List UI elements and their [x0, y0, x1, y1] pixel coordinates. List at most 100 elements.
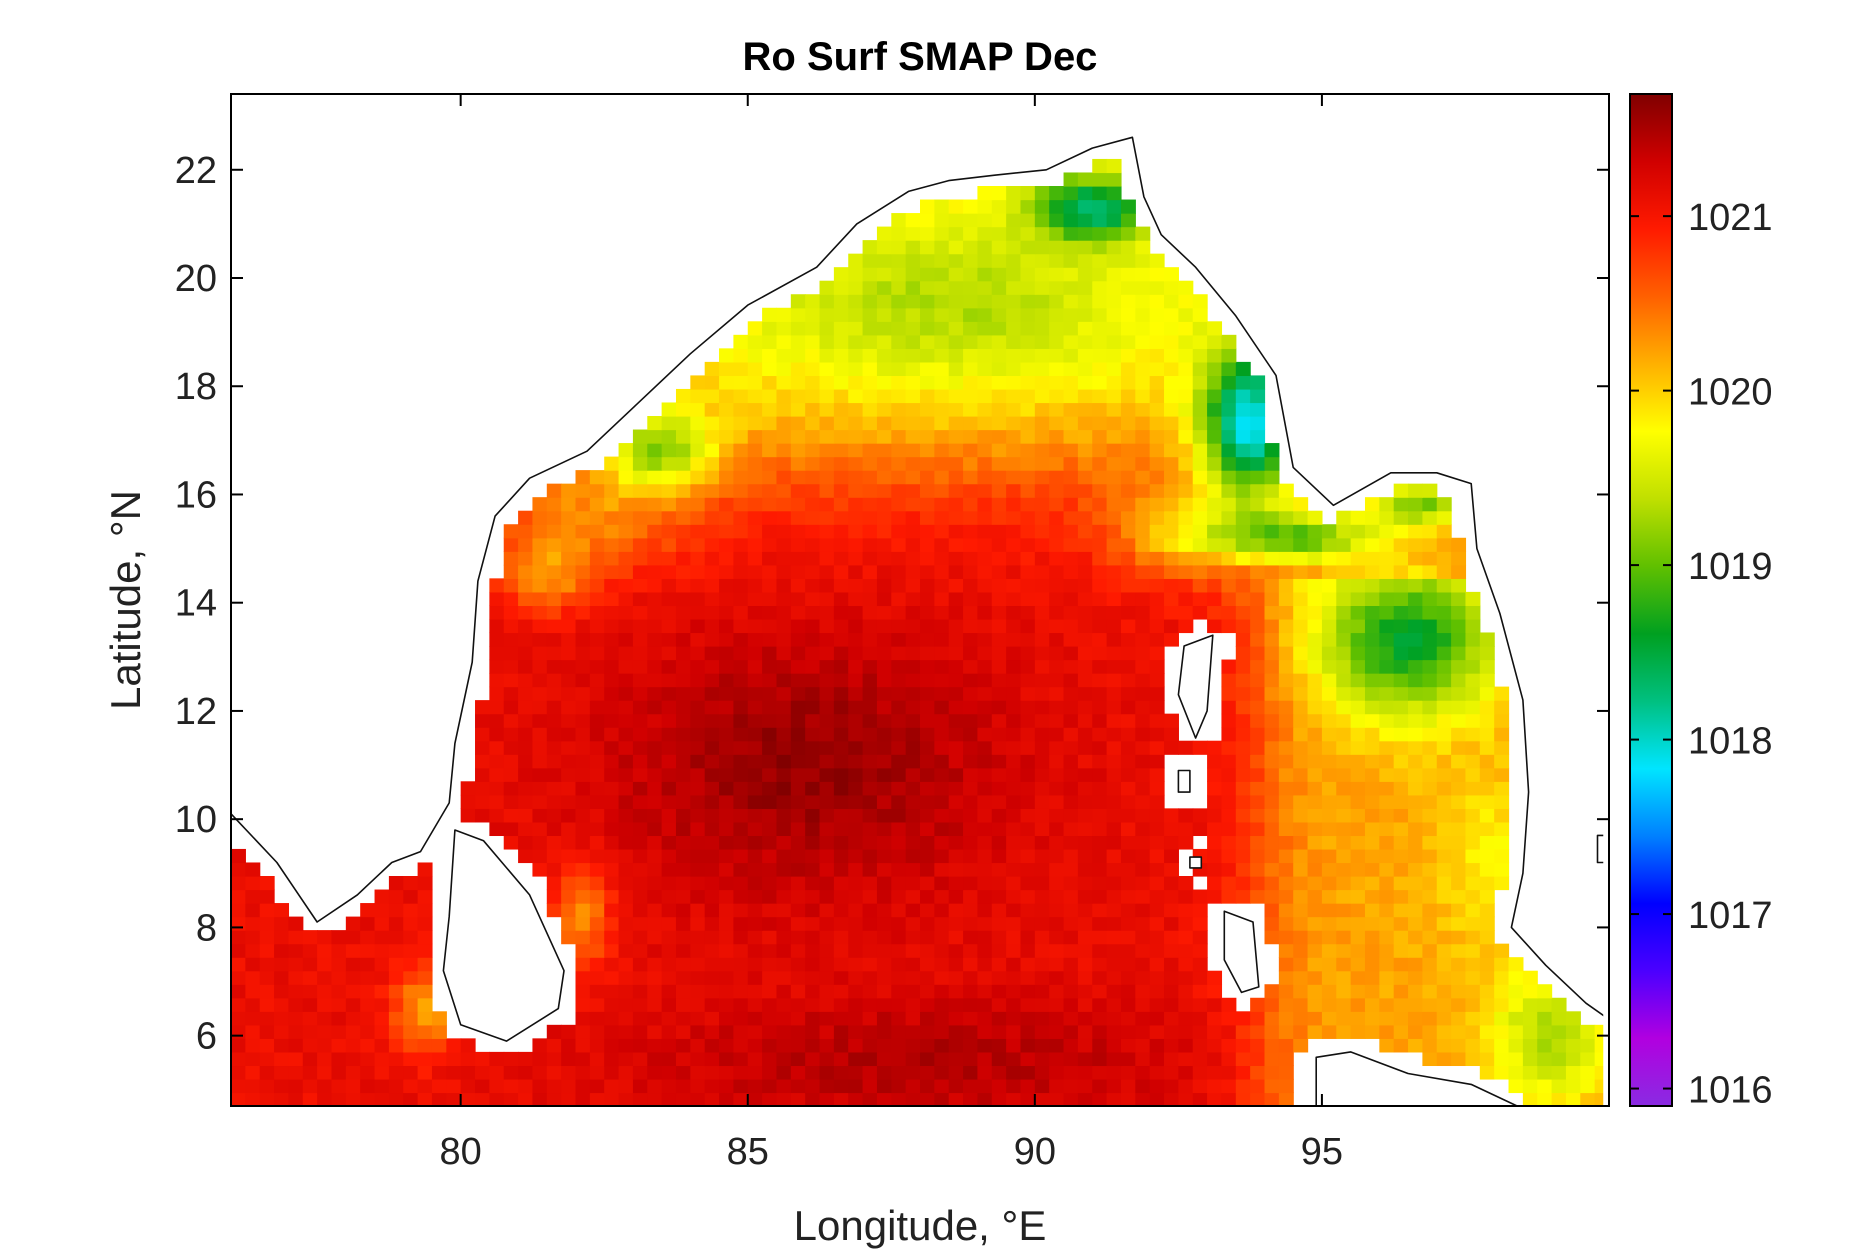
heatmap-cell [618, 876, 634, 891]
heatmap-cell [1077, 1011, 1093, 1026]
heatmap-cell [690, 1024, 706, 1039]
heatmap-cell [1235, 686, 1251, 701]
heatmap-cell [1135, 686, 1151, 701]
heatmap-cell [1422, 957, 1438, 972]
heatmap-cell [1522, 1011, 1538, 1026]
heatmap-cell [1364, 943, 1380, 958]
heatmap-cell [1393, 659, 1409, 674]
heatmap-cell [963, 835, 979, 850]
heatmap-cell [1049, 903, 1065, 918]
heatmap-cell [776, 456, 792, 471]
heatmap-cell [518, 821, 534, 837]
heatmap-cell [876, 916, 892, 931]
heatmap-cell [518, 794, 534, 809]
heatmap-cell [963, 361, 979, 377]
heatmap-cell [905, 727, 921, 742]
heatmap-cell [905, 564, 921, 579]
heatmap-cell [675, 551, 691, 566]
heatmap-cell [1264, 470, 1280, 485]
heatmap-cell [518, 564, 534, 579]
heatmap-cell [920, 700, 935, 715]
heatmap-cell [891, 781, 907, 796]
heatmap-cell [431, 1051, 447, 1067]
heatmap-cell [719, 862, 734, 877]
heatmap-cell [747, 808, 763, 823]
heatmap-cell [604, 821, 620, 837]
heatmap-cell [719, 916, 734, 931]
heatmap-cell [719, 1065, 734, 1080]
heatmap-cell [1034, 659, 1050, 674]
heatmap-cell [862, 1011, 878, 1026]
heatmap-cell [647, 957, 663, 972]
heatmap-cell [1135, 578, 1151, 593]
heatmap-cell [963, 510, 979, 525]
heatmap-cell [647, 1092, 663, 1106]
heatmap-cell [1321, 700, 1337, 715]
heatmap-cell [1379, 646, 1395, 661]
heatmap-cell [891, 388, 907, 404]
heatmap-cell [833, 443, 849, 458]
heatmap-cell [632, 591, 648, 607]
heatmap-cell [977, 903, 993, 918]
heatmap-cell [963, 578, 979, 593]
heatmap-cell [848, 876, 864, 891]
heatmap-cell [1092, 524, 1108, 539]
heatmap-cell [862, 889, 878, 904]
heatmap-cell [1264, 713, 1280, 728]
heatmap-cell [991, 388, 1007, 404]
heatmap-cell [374, 889, 390, 904]
heatmap-cell [934, 470, 950, 485]
heatmap-cell [833, 537, 849, 552]
heatmap-cell [876, 984, 892, 999]
heatmap-cell [1207, 1078, 1223, 1094]
heatmap-cell [618, 470, 634, 485]
heatmap-cell [1221, 862, 1237, 877]
heatmap-cell [1120, 361, 1136, 377]
heatmap-cell [231, 1051, 246, 1067]
heatmap-cell [245, 943, 261, 958]
heatmap-cell [546, 618, 562, 634]
heatmap-cell [1235, 740, 1251, 755]
heatmap-cell [1264, 605, 1280, 620]
heatmap-cell [1207, 429, 1223, 444]
heatmap-cell [747, 429, 763, 444]
heatmap-cell [489, 632, 505, 647]
heatmap-cell [1436, 497, 1452, 512]
heatmap-cell [1106, 375, 1122, 390]
heatmap-cell [1149, 767, 1165, 782]
heatmap-cell [1522, 970, 1538, 985]
heatmap-cell [1393, 848, 1409, 864]
heatmap-cell [1436, 794, 1452, 809]
heatmap-cell [503, 524, 519, 539]
heatmap-cell [1278, 1092, 1294, 1106]
heatmap-cell [675, 632, 691, 647]
heatmap-cell [1336, 970, 1352, 985]
heatmap-cell [704, 686, 720, 701]
heatmap-cell [546, 659, 562, 674]
heatmap-cell [288, 1092, 304, 1106]
heatmap-cell [934, 916, 950, 931]
heatmap-cell [1408, 551, 1423, 566]
heatmap-cell [1408, 930, 1423, 945]
heatmap-cell [905, 578, 921, 593]
heatmap-cell [1350, 591, 1366, 607]
heatmap-cell [747, 456, 763, 471]
heatmap-cell [977, 537, 993, 552]
heatmap-cell [1393, 632, 1409, 647]
heatmap-cell [719, 808, 734, 823]
heatmap-cell [546, 848, 562, 864]
heatmap-cell [1307, 740, 1323, 755]
heatmap-cell [1192, 930, 1208, 945]
heatmap-cell [1092, 889, 1108, 904]
heatmap-cell [1235, 618, 1251, 634]
heatmap-cell [388, 997, 404, 1012]
heatmap-cell [1293, 659, 1309, 674]
heatmap-cell [1422, 781, 1438, 796]
heatmap-cell [747, 848, 763, 864]
heatmap-cell [747, 740, 763, 755]
heatmap-cell [1063, 429, 1079, 444]
heatmap-cell [963, 673, 979, 688]
heatmap-cell [1321, 984, 1337, 999]
heatmap-cell [1293, 916, 1309, 931]
heatmap-cell [1307, 632, 1323, 647]
